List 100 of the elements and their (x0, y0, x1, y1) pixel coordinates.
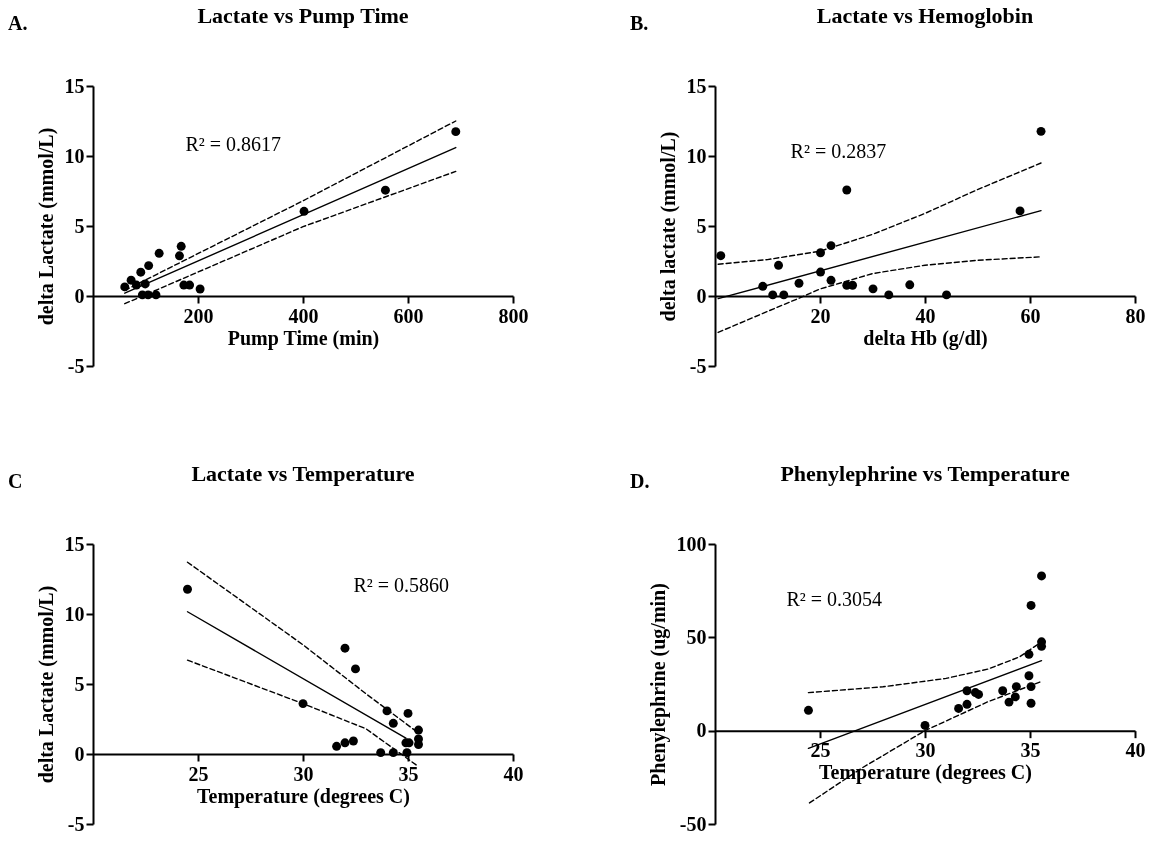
point (340, 738, 350, 748)
point (774, 260, 783, 270)
point (962, 699, 972, 709)
y-tick-label: 0 (696, 719, 707, 742)
annotation: R² = 0.5860 (353, 574, 450, 596)
point (974, 689, 984, 699)
x-tick-label: 25 (188, 762, 209, 785)
annotation: R² = 0.2837 (790, 139, 887, 162)
point (1004, 697, 1014, 707)
point (151, 290, 161, 300)
point (380, 185, 390, 195)
x-axis-title: delta Hb (g/dl) (863, 326, 988, 350)
y-tick-label: 0 (74, 742, 85, 765)
y-tick-label: 10 (64, 144, 85, 167)
point (176, 241, 186, 251)
point (403, 708, 413, 718)
chart-title: Lactate vs Temperature (191, 461, 415, 486)
point (1015, 206, 1025, 216)
y-tick-label: -50 (679, 812, 707, 835)
x-axis-title: Pump Time (min) (227, 326, 380, 350)
chart-title: Lactate vs Hemoglobin (816, 3, 1034, 28)
y-tick-label: -5 (67, 812, 85, 835)
y-tick-label: 50 (686, 625, 707, 648)
point (144, 261, 154, 271)
point (332, 741, 342, 751)
point (1026, 600, 1036, 610)
x-axis-title: Temperature (degrees C) (819, 761, 1032, 785)
annotation: R² = 0.3054 (786, 588, 883, 610)
point (768, 290, 778, 300)
x-tick-label: 600 (393, 304, 424, 327)
y-axis-title: delta lactate (mmol/L) (656, 131, 680, 322)
point (1037, 571, 1047, 581)
point (803, 705, 813, 715)
y-tick-label: 15 (686, 74, 707, 97)
point (388, 718, 398, 728)
x-tick-label: 25 (810, 739, 831, 762)
point (348, 736, 358, 746)
point (1026, 698, 1036, 708)
text: C (8, 470, 23, 492)
annotation: R² = 0.8617 (185, 132, 282, 155)
y-tick-label: -5 (67, 354, 85, 377)
point (451, 127, 461, 137)
point (351, 664, 360, 674)
point (185, 280, 195, 290)
point (175, 251, 184, 261)
point (402, 748, 412, 758)
point (942, 290, 951, 300)
y-tick-label: 5 (696, 214, 707, 237)
point (154, 248, 164, 258)
x-tick-label: 35 (1020, 739, 1041, 762)
x-tick-label: 40 (915, 304, 936, 327)
point (183, 584, 192, 594)
y-tick-label: 0 (696, 284, 707, 307)
point (826, 275, 836, 285)
y-tick-label: 15 (64, 532, 85, 555)
text: D. (630, 470, 650, 492)
point (779, 290, 789, 300)
y-axis-title: Phenylephrine (ug/min) (646, 583, 670, 786)
y-tick-label: 10 (64, 602, 85, 625)
point (905, 280, 915, 290)
x-tick-label: 30 (915, 739, 936, 762)
point (1024, 671, 1034, 681)
point (340, 643, 350, 653)
point (1011, 682, 1021, 692)
chart-title: Phenylephrine vs Temperature (780, 461, 1070, 486)
y-tick-label: 10 (686, 144, 707, 167)
point (414, 740, 423, 749)
point (998, 686, 1008, 696)
y-axis-title: delta Lactate (mmol/L) (34, 127, 58, 326)
x-tick-label: 80 (1125, 304, 1146, 327)
y-tick-label: 5 (74, 672, 85, 695)
text: B. (630, 12, 649, 34)
point (920, 720, 930, 730)
y-axis-title: delta Lactate (mmol/L) (34, 585, 58, 784)
point (816, 248, 825, 258)
y-tick-label: 100 (676, 532, 707, 555)
y-tick-label: 15 (64, 74, 85, 97)
x-tick-label: 30 (293, 762, 314, 785)
y-tick-label: 0 (74, 284, 85, 307)
point (136, 267, 146, 277)
point (1036, 126, 1046, 136)
y-tick-label: -5 (689, 354, 707, 377)
chart-title: Lactate vs Pump Time (197, 3, 409, 28)
x-tick-label: 40 (503, 762, 524, 785)
point (716, 251, 726, 261)
x-tick-label: 40 (1125, 739, 1146, 762)
point (842, 185, 852, 195)
x-tick-label: 60 (1020, 304, 1041, 327)
x-tick-label: 20 (810, 304, 831, 327)
point (1010, 692, 1020, 702)
x-tick-label: 400 (288, 304, 319, 327)
point (376, 748, 386, 758)
point (868, 284, 878, 294)
x-axis-title: Temperature (degrees C) (197, 784, 410, 808)
x-tick-label: 35 (398, 762, 419, 785)
point (794, 278, 804, 288)
y-tick-label: 5 (74, 214, 85, 237)
x-tick-label: 200 (183, 304, 214, 327)
text: A. (8, 12, 28, 34)
point (848, 280, 858, 290)
